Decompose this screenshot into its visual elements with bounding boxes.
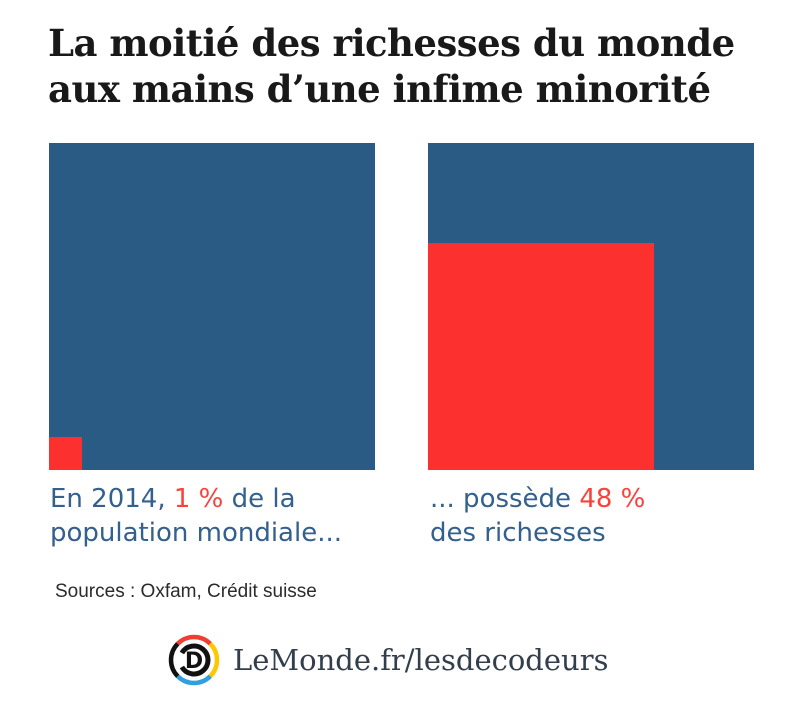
population-total-square [49, 143, 375, 470]
page-title-line1: La moitié des richesses du monde [48, 21, 735, 65]
population-caption-line1: En 2014, 1 % de la [50, 482, 390, 516]
wealth-caption-line1: ... possède 48 % [430, 482, 770, 516]
page-title-line2: aux mains d’une infime minorité [48, 67, 711, 111]
sources-note: Sources : Oxfam, Crédit suisse [55, 581, 317, 602]
caption-text: En 2014, [50, 484, 174, 514]
decodeurs-logo-icon: D [168, 634, 220, 686]
wealth-total-square [428, 143, 754, 470]
population-caption: En 2014, 1 % de la population mondiale..… [50, 482, 390, 550]
logo-letter: D [185, 649, 203, 674]
wealth-share-square [428, 243, 654, 470]
wealth-caption: ... possède 48 % des richesses [430, 482, 770, 550]
wealth-caption-line2: des richesses [430, 518, 606, 548]
population-caption-line2: population mondiale... [50, 518, 343, 548]
population-share-square [49, 437, 82, 470]
page-title: La moitié des richesses du monde aux mai… [48, 20, 748, 112]
caption-text: de la [223, 484, 296, 514]
caption-highlight-value: 48 % [579, 484, 646, 514]
footer-brand-url: LeMonde.fr/lesdecodeurs [233, 643, 609, 677]
caption-highlight-value: 1 % [173, 484, 224, 514]
caption-text: ... possède [430, 484, 580, 514]
